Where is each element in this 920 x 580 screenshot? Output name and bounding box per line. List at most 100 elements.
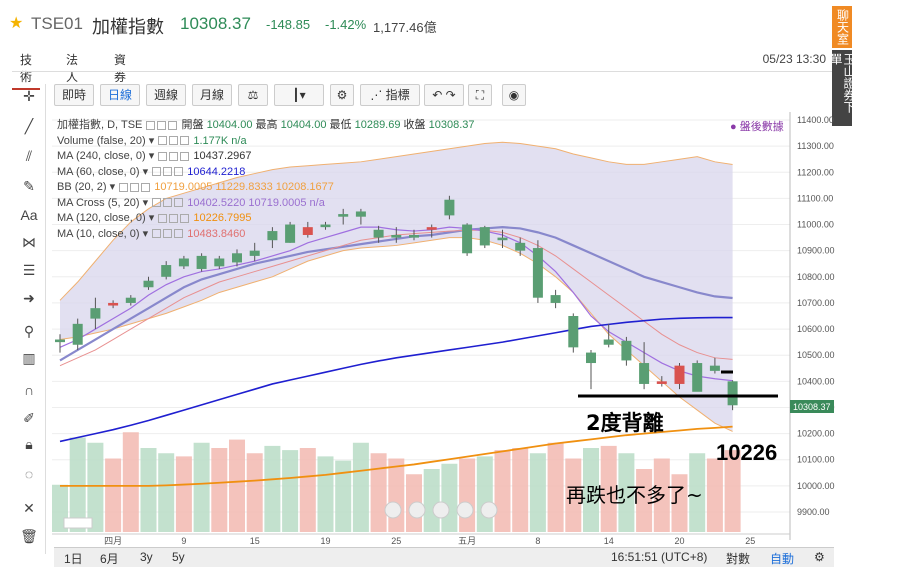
broker-order-button[interactable]: 玉山證券下單 — [829, 50, 856, 126]
camera-icon[interactable]: ◉ — [502, 84, 526, 106]
range-6m-button[interactable]: 6月 — [100, 552, 119, 566]
fibonacci-icon[interactable]: ☰ — [22, 262, 36, 278]
candle-body — [497, 237, 508, 241]
volume-bar — [476, 456, 493, 532]
zoom-out-icon[interactable] — [408, 501, 426, 519]
text-tool-icon[interactable]: Aa — [20, 207, 38, 223]
legend-eye-icon[interactable] — [163, 167, 173, 177]
candle-body — [727, 381, 738, 406]
legend-settings-icon[interactable] — [158, 213, 168, 223]
last-price-marker — [790, 400, 834, 413]
legend-close-icon[interactable] — [174, 229, 184, 239]
auto-scale-button[interactable]: 自動 — [770, 552, 795, 566]
arrow-icon[interactable]: ➜ — [23, 290, 35, 306]
legend-eye-icon[interactable] — [169, 136, 179, 146]
legend-eye-icon[interactable] — [169, 213, 179, 223]
tools-icon[interactable]: ✕ — [23, 500, 35, 516]
pitchfork-icon[interactable]: ⫽ — [25, 148, 33, 164]
legend-eye-icon[interactable] — [169, 151, 179, 161]
legend-row: MA (240, close, 0) ▾ 10437.2967 — [57, 149, 475, 165]
chart-type-icon[interactable]: ┃▾ — [274, 84, 324, 106]
x-tick-label: 8 — [535, 536, 540, 546]
legend-close-icon[interactable] — [174, 167, 184, 177]
legend-row-value: 1.177K n/a — [190, 134, 247, 147]
clock-display: 16:51:51 (UTC+8) — [611, 550, 708, 564]
range-3y-button[interactable]: 3y — [140, 550, 153, 564]
tab-institutional[interactable]: 法人 — [66, 53, 79, 84]
hide-icon[interactable]: ◌ — [24, 466, 34, 482]
range-1d-button[interactable]: 1日 — [64, 552, 83, 566]
crosshair-icon[interactable]: ✛ — [23, 88, 35, 104]
legend-eye-icon[interactable] — [157, 120, 167, 130]
ruler-icon[interactable]: ✐ — [23, 410, 35, 426]
legend-settings-icon[interactable] — [158, 151, 168, 161]
chat-room-button[interactable]: 聊天室 — [832, 6, 852, 48]
daily-button[interactable]: 日線 — [100, 84, 140, 106]
legend-close-icon[interactable] — [141, 182, 151, 192]
ma5-line — [59, 226, 733, 382]
y-tick-label: 10200.00 — [797, 429, 835, 439]
fullscreen-icon[interactable]: ⛶ — [468, 84, 492, 106]
indicators-button[interactable]: ⋰ 指標 — [360, 84, 420, 106]
trash-icon[interactable]: 🗑︎ — [20, 528, 38, 544]
tab-margin[interactable]: 資券 — [114, 53, 127, 84]
legend-row-label[interactable]: BB (20, 2) ▾ — [57, 181, 119, 193]
legend-settings-icon[interactable] — [152, 167, 162, 177]
volume-bar — [689, 453, 706, 532]
log-scale-button[interactable]: 對數 — [726, 552, 751, 566]
weekly-button[interactable]: 週線 — [146, 84, 186, 106]
undo-redo-icon[interactable]: ↶ ↷ — [424, 84, 464, 106]
y-tick-label: 10100.00 — [797, 455, 835, 465]
candle-body — [515, 242, 526, 251]
settings-gear-icon[interactable]: ⚙ — [330, 84, 354, 106]
favorite-star-icon[interactable]: ★ — [9, 15, 24, 32]
range-5y-button[interactable]: 5y — [172, 550, 185, 564]
legend-settings-icon[interactable] — [146, 120, 156, 130]
realtime-button[interactable]: 即時 — [54, 84, 94, 106]
legend-settings-icon[interactable] — [119, 182, 129, 192]
monthly-button[interactable]: 月線 — [192, 84, 232, 106]
magnet-icon[interactable]: ∩ — [23, 382, 35, 398]
legend-close-icon[interactable] — [174, 198, 184, 208]
broker-order-label: 玉山證券下單 — [829, 53, 856, 113]
chart-nav-controls — [384, 501, 498, 519]
legend-eye-icon[interactable] — [163, 198, 173, 208]
trend-line-icon[interactable]: ╱ — [24, 118, 34, 134]
after-hours-data[interactable]: ● 盤後數據 — [730, 121, 784, 133]
legend-eye-icon[interactable] — [163, 229, 173, 239]
scroll-left-icon[interactable] — [384, 501, 402, 519]
price-change-pct: -1.42% — [325, 17, 367, 32]
tab-technical[interactable]: 技術 — [12, 48, 41, 90]
legend-settings-icon[interactable] — [152, 229, 162, 239]
measure-icon[interactable]: ▥ — [22, 350, 36, 366]
brush-icon[interactable]: ✎ — [23, 178, 35, 194]
chart-settings-icon[interactable]: ⚙ — [814, 550, 825, 564]
legend-close-key: 收盤 — [403, 119, 426, 131]
candle-body — [709, 365, 720, 371]
legend-row-label[interactable]: Volume (false, 20) ▾ — [57, 134, 158, 147]
legend-settings-icon[interactable] — [158, 136, 168, 146]
legend-row-label[interactable]: MA (60, close, 0) ▾ — [57, 165, 152, 178]
legend-close-icon[interactable] — [180, 151, 190, 161]
legend-indicator-rows: Volume (false, 20) ▾ 1.177K n/a MA (240, … — [57, 134, 475, 243]
legend-row-label[interactable]: MA (10, close, 0) ▾ — [57, 227, 152, 240]
legend-row-label[interactable]: MA Cross (5, 20) ▾ — [57, 196, 152, 209]
legend-close-icon[interactable] — [180, 136, 190, 146]
x-tick-label: 19 — [320, 536, 330, 546]
legend-row: BB (20, 2) ▾ 10719.0005 11229.8333 10208… — [57, 180, 475, 196]
legend-row-label[interactable]: MA (120, close, 0) ▾ — [57, 212, 158, 224]
volume-bars — [52, 432, 741, 532]
legend-close-icon[interactable] — [180, 213, 190, 223]
pattern-icon[interactable]: ⋈ — [22, 234, 36, 250]
zoom-icon[interactable]: ⚲ — [23, 323, 35, 339]
volume-bar — [459, 458, 476, 532]
lock-icon[interactable]: 🔒︎ — [25, 436, 33, 452]
legend-row-label[interactable]: MA (240, close, 0) ▾ — [57, 150, 158, 162]
legend-eye-icon[interactable] — [130, 182, 140, 192]
scroll-right-icon[interactable] — [480, 501, 498, 519]
zoom-in-icon[interactable] — [456, 501, 474, 519]
legend-close-icon[interactable] — [168, 120, 178, 130]
reset-view-icon[interactable] — [432, 501, 450, 519]
compare-icon[interactable]: ⚖ — [238, 84, 268, 106]
legend-settings-icon[interactable] — [152, 198, 162, 208]
